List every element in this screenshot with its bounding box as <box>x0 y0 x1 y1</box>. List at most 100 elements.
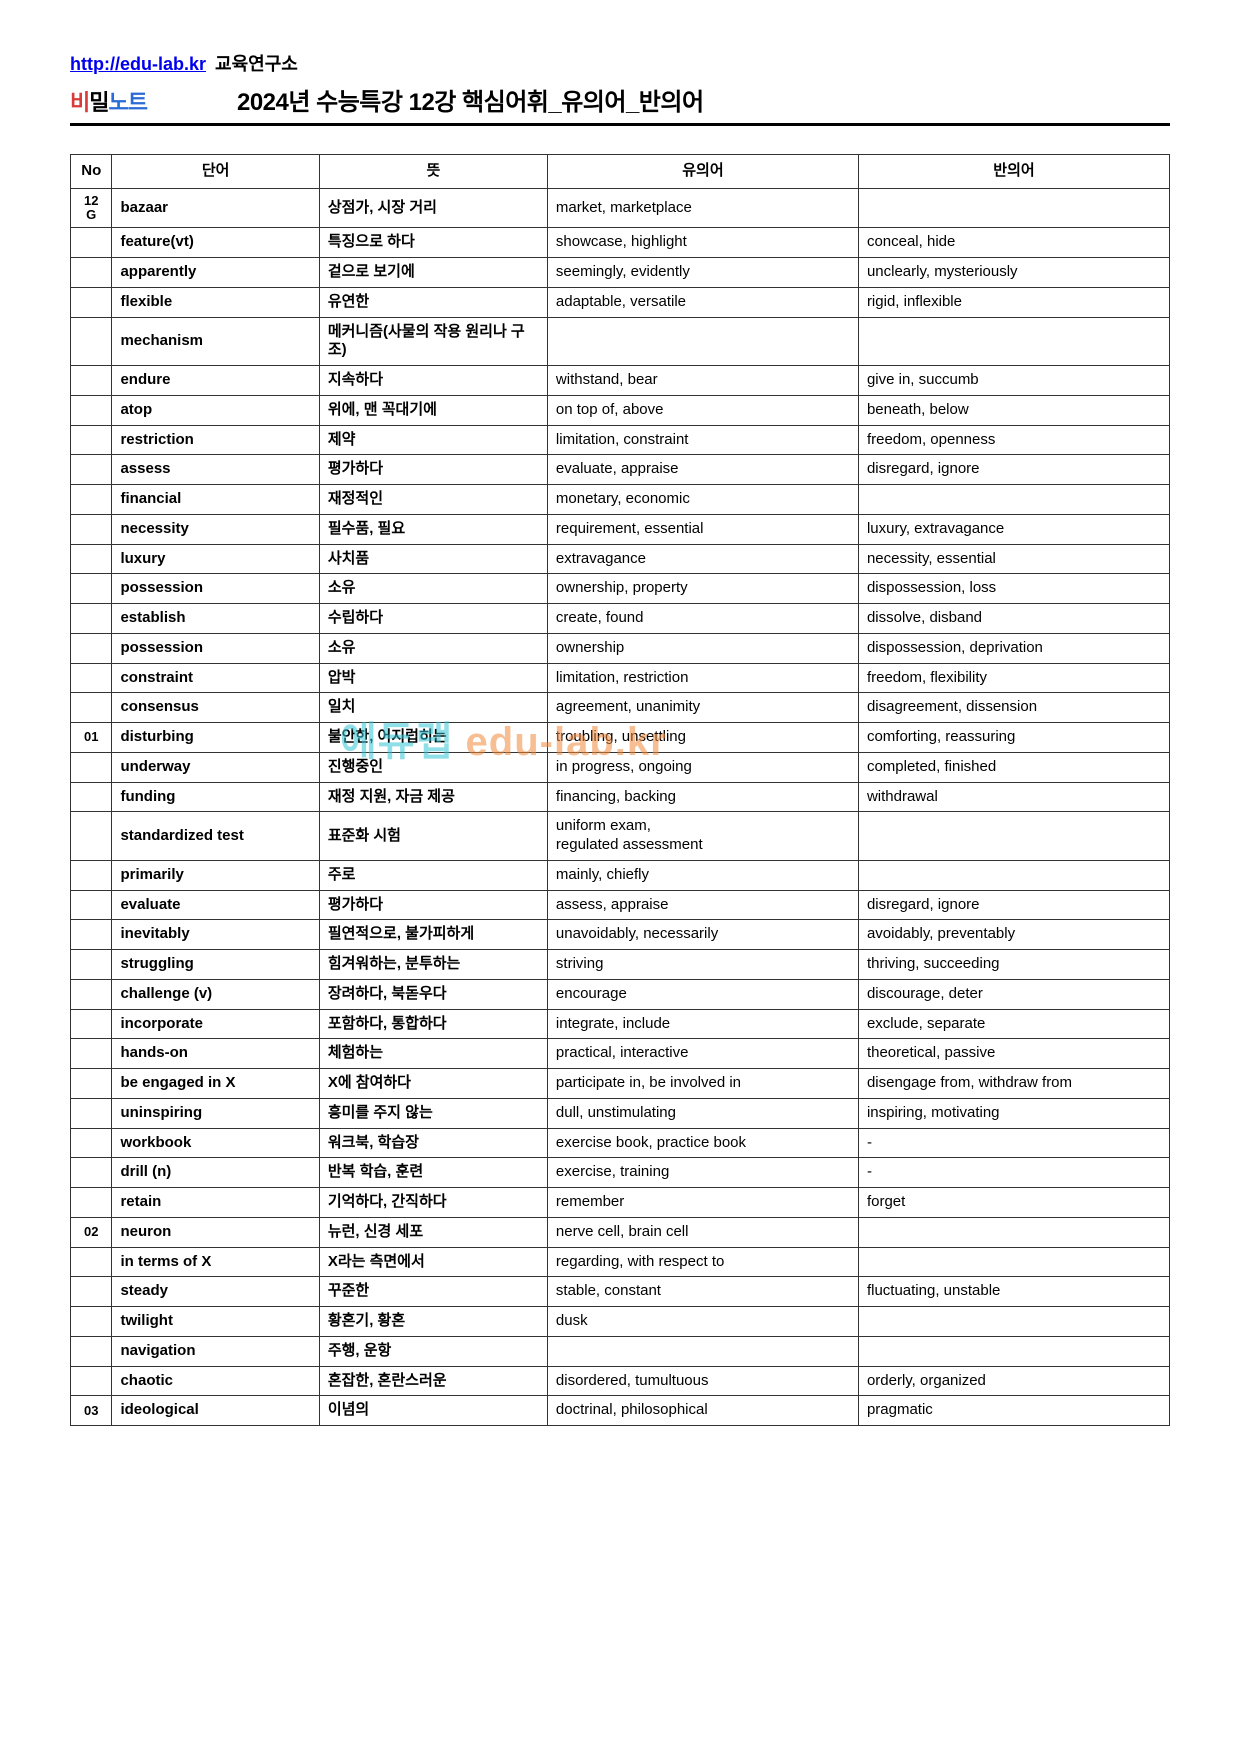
cell-syn: showcase, highlight <box>547 228 858 258</box>
table-row: standardized test표준화 시험uniform exam,regu… <box>71 812 1170 861</box>
cell-mean: 압박 <box>319 663 547 693</box>
cell-word: consensus <box>112 693 319 723</box>
vocab-table: No 단어 뜻 유의어 반의어 12Gbazaar상점가, 시장 거리marke… <box>70 154 1170 1426</box>
cell-no <box>71 920 112 950</box>
table-row: navigation주행, 운항 <box>71 1336 1170 1366</box>
cell-ant: disengage from, withdraw from <box>858 1069 1169 1099</box>
cell-syn: participate in, be involved in <box>547 1069 858 1099</box>
cell-word: possession <box>112 633 319 663</box>
cell-ant: luxury, extravagance <box>858 514 1169 544</box>
cell-word: constraint <box>112 663 319 693</box>
cell-ant: dispossession, deprivation <box>858 633 1169 663</box>
table-body: 12Gbazaar상점가, 시장 거리market, marketplacefe… <box>71 188 1170 1425</box>
cell-word: disturbing <box>112 723 319 753</box>
table-row: challenge (v)장려하다, 북돋우다encouragediscoura… <box>71 979 1170 1009</box>
cell-word: feature(vt) <box>112 228 319 258</box>
cell-word: funding <box>112 782 319 812</box>
cell-ant: thriving, succeeding <box>858 950 1169 980</box>
table-row: financial재정적인monetary, economic <box>71 485 1170 515</box>
page-title: 2024년 수능특강 12강 핵심어휘_유의어_반의어 <box>237 82 704 117</box>
cell-syn: withstand, bear <box>547 366 858 396</box>
table-row: luxury사치품extravagancenecessity, essentia… <box>71 544 1170 574</box>
cell-syn: troubling, unsettling <box>547 723 858 753</box>
table-row: 03ideological이념의doctrinal, philosophical… <box>71 1396 1170 1426</box>
table-row: necessity필수품, 필요requirement, essentiallu… <box>71 514 1170 544</box>
cell-mean: 일치 <box>319 693 547 723</box>
table-row: evaluate평가하다assess, appraisedisregard, i… <box>71 890 1170 920</box>
cell-word: retain <box>112 1188 319 1218</box>
cell-no <box>71 317 112 366</box>
cell-no: 01 <box>71 723 112 753</box>
cell-mean: 유연한 <box>319 287 547 317</box>
table-row: drill (n)반복 학습, 훈련exercise, training- <box>71 1158 1170 1188</box>
cell-mean: 뉴런, 신경 세포 <box>319 1217 547 1247</box>
cell-mean: 힘겨워하는, 분투하는 <box>319 950 547 980</box>
table-row: underway진행중인in progress, ongoingcomplete… <box>71 752 1170 782</box>
cell-no <box>71 1009 112 1039</box>
cell-syn: striving <box>547 950 858 980</box>
cell-mean: X라는 측면에서 <box>319 1247 547 1277</box>
cell-word: neuron <box>112 1217 319 1247</box>
cell-no <box>71 1158 112 1188</box>
cell-mean: 재정 지원, 자금 제공 <box>319 782 547 812</box>
cell-syn: agreement, unanimity <box>547 693 858 723</box>
cell-ant: freedom, openness <box>858 425 1169 455</box>
cell-ant: dissolve, disband <box>858 604 1169 634</box>
cell-ant: dispossession, loss <box>858 574 1169 604</box>
table-row: flexible유연한adaptable, versatilerigid, in… <box>71 287 1170 317</box>
cell-word: twilight <box>112 1307 319 1337</box>
cell-ant: freedom, flexibility <box>858 663 1169 693</box>
cell-ant: - <box>858 1158 1169 1188</box>
cell-syn: encourage <box>547 979 858 1009</box>
cell-ant: completed, finished <box>858 752 1169 782</box>
cell-syn: nerve cell, brain cell <box>547 1217 858 1247</box>
cell-no <box>71 633 112 663</box>
cell-no <box>71 860 112 890</box>
cell-word: primarily <box>112 860 319 890</box>
cell-no <box>71 1277 112 1307</box>
cell-syn: integrate, include <box>547 1009 858 1039</box>
cell-ant <box>858 860 1169 890</box>
cell-mean: X에 참여하다 <box>319 1069 547 1099</box>
cell-word: establish <box>112 604 319 634</box>
cell-syn: practical, interactive <box>547 1039 858 1069</box>
table-row: inevitably필연적으로, 불가피하게unavoidably, neces… <box>71 920 1170 950</box>
table-row: chaotic혼잡한, 혼란스러운disordered, tumultuouso… <box>71 1366 1170 1396</box>
cell-syn: exercise, training <box>547 1158 858 1188</box>
table-row: constraint압박limitation, restrictionfreed… <box>71 663 1170 693</box>
cell-ant: avoidably, preventably <box>858 920 1169 950</box>
cell-no <box>71 395 112 425</box>
cell-word: challenge (v) <box>112 979 319 1009</box>
cell-mean: 상점가, 시장 거리 <box>319 188 547 228</box>
table-row: establish수립하다create, founddissolve, disb… <box>71 604 1170 634</box>
cell-ant: disregard, ignore <box>858 890 1169 920</box>
cell-word: drill (n) <box>112 1158 319 1188</box>
cell-no <box>71 1188 112 1218</box>
table-row: in terms of XX라는 측면에서regarding, with res… <box>71 1247 1170 1277</box>
table-row: workbook워크북, 학습장exercise book, practice … <box>71 1128 1170 1158</box>
cell-syn: stable, constant <box>547 1277 858 1307</box>
cell-mean: 겉으로 보기에 <box>319 258 547 288</box>
cell-syn <box>547 1336 858 1366</box>
cell-no <box>71 979 112 1009</box>
cell-mean: 주로 <box>319 860 547 890</box>
cell-no <box>71 950 112 980</box>
cell-mean: 체험하는 <box>319 1039 547 1069</box>
cell-no <box>71 1098 112 1128</box>
cell-mean: 사치품 <box>319 544 547 574</box>
cell-mean: 표준화 시험 <box>319 812 547 861</box>
cell-ant <box>858 812 1169 861</box>
cell-ant: disagreement, dissension <box>858 693 1169 723</box>
table-row: possession소유ownershipdispossession, depr… <box>71 633 1170 663</box>
cell-syn: market, marketplace <box>547 188 858 228</box>
table-row: be engaged in XX에 참여하다participate in, be… <box>71 1069 1170 1099</box>
cell-no <box>71 1247 112 1277</box>
table-header-row: No 단어 뜻 유의어 반의어 <box>71 155 1170 189</box>
cell-word: incorporate <box>112 1009 319 1039</box>
cell-no <box>71 287 112 317</box>
cell-word: necessity <box>112 514 319 544</box>
cell-no <box>71 228 112 258</box>
cell-word: endure <box>112 366 319 396</box>
cell-no <box>71 455 112 485</box>
cell-word: chaotic <box>112 1366 319 1396</box>
